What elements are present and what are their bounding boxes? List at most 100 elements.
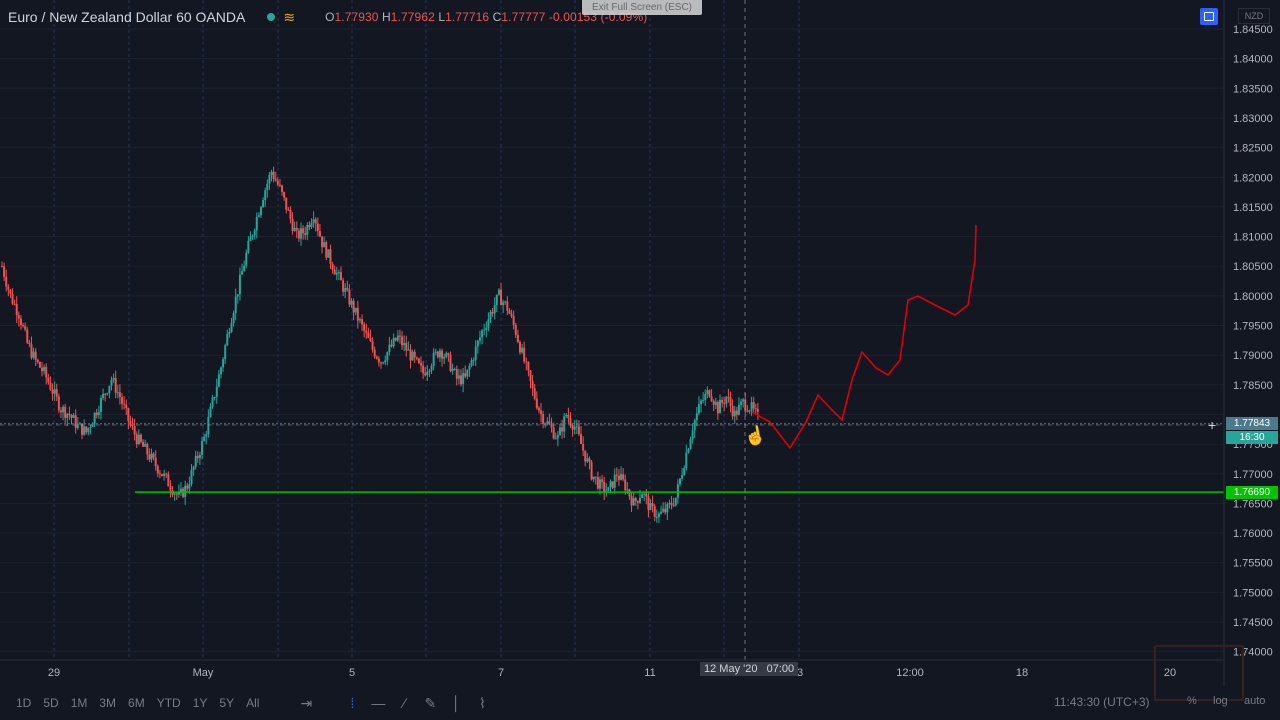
price-tick: 1.83500 <box>1233 83 1273 95</box>
candle-body <box>165 473 168 475</box>
candle-body <box>205 433 208 437</box>
candle-body <box>112 378 115 380</box>
candle-body <box>184 485 187 497</box>
price-axis[interactable]: 1.84500 1.84000 1.83500 1.83000 1.82500 1.820… <box>1223 0 1280 686</box>
candle-body <box>266 183 269 191</box>
candle-body <box>697 404 700 414</box>
timeframe-ytd[interactable]: YTD <box>156 696 181 710</box>
candle-body <box>150 453 153 460</box>
candle-body <box>434 351 437 353</box>
candle-body <box>620 474 623 480</box>
price-tick: 1.82500 <box>1233 143 1273 155</box>
goto-date-icon[interactable]: ⇥ <box>300 694 313 711</box>
candle-body <box>333 269 336 275</box>
candle-body <box>156 465 159 474</box>
timeframe-1d[interactable]: 1D <box>16 696 32 710</box>
candle-body <box>702 400 705 402</box>
price-tick: 1.77000 <box>1233 469 1273 481</box>
timeframe-all[interactable]: All <box>246 696 260 710</box>
candle-body <box>750 402 753 411</box>
candle-body <box>219 367 222 375</box>
candle-body <box>504 301 507 303</box>
candle-body <box>7 286 10 290</box>
candle-body <box>179 488 182 493</box>
candle-body <box>478 337 481 341</box>
time-axis[interactable]: 29 May 5 7 11 3 12:00 18 20 <box>0 659 1224 679</box>
candle-body <box>289 209 292 219</box>
symbol-title[interactable]: Euro / New Zealand Dollar 60 OANDA <box>8 9 246 25</box>
candle-body <box>30 344 33 358</box>
time-tick: 29 <box>48 667 60 679</box>
auto-scale-toggle[interactable]: auto <box>1244 695 1266 707</box>
timeframe-3m[interactable]: 3M <box>99 696 117 710</box>
drag-handle-icon[interactable]: ⁞ <box>350 695 355 711</box>
candle-body <box>636 500 639 503</box>
log-scale-toggle[interactable]: log <box>1213 695 1228 707</box>
candle-body <box>542 414 545 424</box>
candle-body <box>234 296 237 314</box>
timeframe-1m[interactable]: 1M <box>70 696 88 710</box>
candle-body <box>727 396 730 398</box>
candle-body <box>554 438 557 440</box>
candle-body <box>737 404 740 415</box>
horizontal-line-icon[interactable]: — <box>371 695 386 711</box>
path-tool-icon[interactable]: ⌇ <box>479 694 486 711</box>
candle-body <box>342 280 345 292</box>
candle-body <box>15 303 18 316</box>
candle-body <box>306 224 309 235</box>
percent-scale-toggle[interactable]: % <box>1187 695 1197 707</box>
candle-body <box>45 367 48 378</box>
price-tick: 1.84500 <box>1233 24 1273 36</box>
brush-icon[interactable]: ✎ <box>424 694 437 711</box>
candle-body <box>390 344 393 347</box>
candle-body <box>725 396 728 404</box>
candle-body <box>43 367 46 372</box>
candle-body <box>154 457 157 466</box>
candle-body <box>468 365 471 370</box>
candle-body <box>318 231 321 237</box>
candle-body <box>125 404 128 409</box>
trend-line-icon[interactable]: ∕ <box>403 695 406 711</box>
candle-body <box>337 272 340 274</box>
candle-body <box>664 508 667 513</box>
candle-body <box>1 266 3 268</box>
vertical-line-icon[interactable]: │ <box>452 695 461 711</box>
candle-body <box>624 479 627 491</box>
price-axis-bg <box>1224 0 1280 686</box>
projection-drawing[interactable] <box>751 224 977 450</box>
fullscreen-icon[interactable] <box>1200 8 1218 25</box>
time-tick: 3 <box>797 667 803 679</box>
timeframe-6m[interactable]: 6M <box>128 696 145 710</box>
candle-body <box>649 503 652 511</box>
timeframe-1y[interactable]: 1Y <box>192 696 208 710</box>
symbol-header: Euro / New Zealand Dollar 60 OANDA ≋ O1.… <box>8 8 647 26</box>
candle-body <box>420 363 423 366</box>
timeframe-5d[interactable]: 5D <box>43 696 59 710</box>
timeframe-5y[interactable]: 5Y <box>219 696 235 710</box>
candle-body <box>72 415 75 418</box>
candle-body <box>754 408 757 410</box>
candle-body <box>601 479 604 482</box>
candle-body <box>540 410 543 415</box>
candle-body <box>525 361 528 363</box>
clock-timestamp[interactable]: 11:43:30 (UTC+3) <box>1054 695 1150 709</box>
candle-body <box>611 481 614 488</box>
candle-body <box>32 351 35 358</box>
exit-fullscreen-button[interactable]: Exit Full Screen (ESC) <box>582 0 702 15</box>
candle-body <box>9 289 12 294</box>
candlestick-series <box>1 166 759 524</box>
candle-body <box>363 324 366 331</box>
candle-body <box>573 426 576 430</box>
candle-body <box>723 402 726 404</box>
candle-body <box>224 345 227 360</box>
candle-body <box>129 421 132 425</box>
candle-body <box>474 346 477 360</box>
candle-body <box>384 360 387 363</box>
candle-body <box>552 427 555 439</box>
candle-body <box>167 474 170 487</box>
indicator-icon[interactable]: ≋ <box>283 8 296 25</box>
candle-body <box>209 406 212 418</box>
candle-body <box>251 235 254 238</box>
candle-body <box>752 402 755 409</box>
